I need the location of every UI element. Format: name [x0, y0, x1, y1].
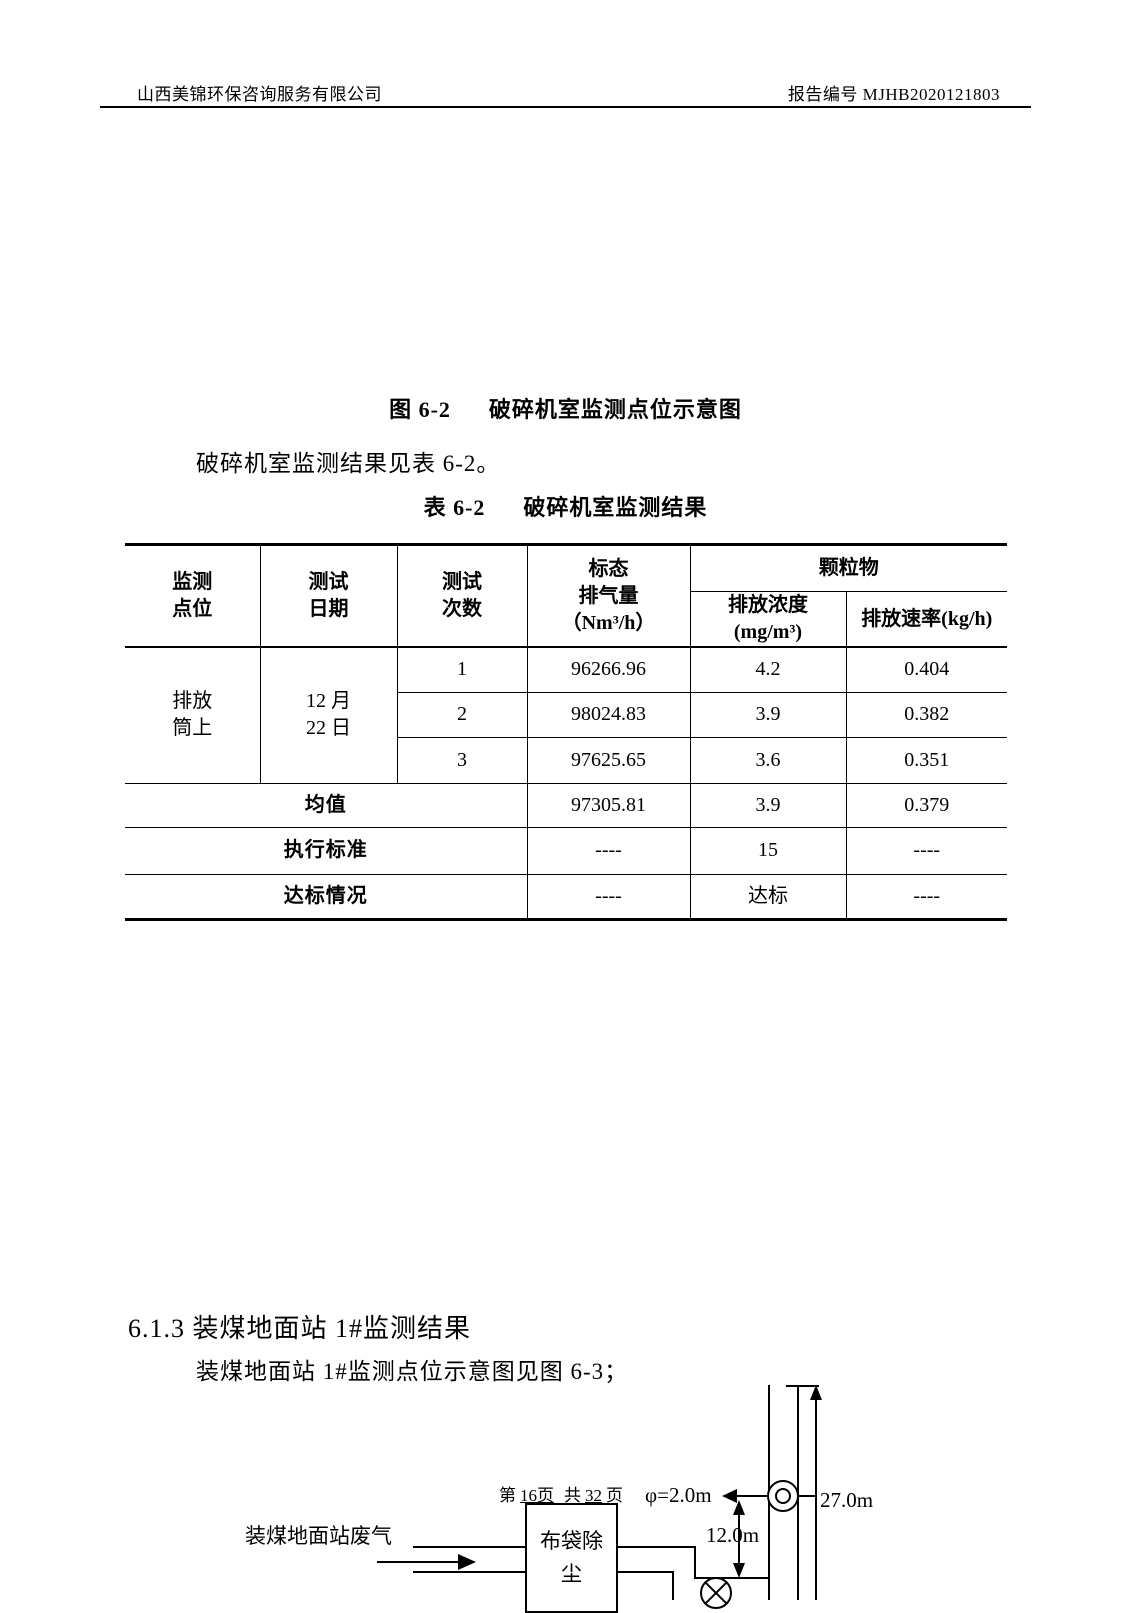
table-caption: 表 6-2 破碎机室监测结果: [0, 490, 1131, 522]
cell-conc: 3.6: [689, 736, 847, 784]
cell-run-no: 1: [396, 646, 528, 693]
monitoring-point-inner-icon: [775, 1488, 791, 1504]
page-footer: 第 16页共 32 页: [499, 1481, 627, 1506]
stack-top-tick: [786, 1385, 819, 1387]
stack-right-wall: [797, 1385, 799, 1600]
left-arrow-icon: [722, 1489, 737, 1503]
body-paragraph-2: 装煤地面站 1#监测点位示意图见图 6-3；: [196, 1359, 629, 1384]
outlet-duct-lower-drop-line: [672, 1571, 674, 1600]
table-header-row-1: 监测 点位 测试 日期 测试 次数 标态 排气量 （Nm³/h） 颗粒物: [125, 544, 1007, 648]
cell-conc: 4.2: [689, 646, 847, 693]
footer-prefix: 第: [499, 1486, 516, 1505]
mid-height-dimension-line: [738, 1508, 740, 1570]
company-name: 山西美锦环保咨询服务有限公司: [137, 85, 382, 104]
inlet-arrow-line: [377, 1561, 460, 1563]
mid-height-label: 12.0m: [706, 1523, 760, 1547]
cell-site: 排放 筒上: [125, 646, 261, 784]
section-heading: 6.1.3 装煤地面站 1#监测结果: [128, 1314, 472, 1343]
cell-mean-rate: 0.379: [845, 782, 1007, 828]
header-cell-rate: 排放速率(kg/h): [845, 591, 1007, 648]
monitoring-point-icon: [767, 1480, 799, 1512]
cell-mean-conc: 3.9: [689, 782, 847, 828]
table-row-compliance: 达标情况 ---- 达标 ----: [125, 873, 1007, 920]
table-row-run3: 3 97625.65 3.6 0.351: [125, 736, 1007, 784]
cell-mean-flow: 97305.81: [526, 782, 691, 828]
total-height-label: 27.0m: [820, 1488, 874, 1512]
cell-date: 12 月 22 日: [259, 646, 398, 784]
stack-diameter-label: φ=2.0m: [645, 1483, 712, 1507]
figure-caption-label: 图 6-2: [389, 397, 451, 422]
cell-rate: 0.404: [845, 646, 1007, 693]
header-cell-date: 测试 日期: [259, 544, 398, 648]
header-cell-particulate-group: 颗粒物: [689, 544, 1007, 592]
cell-compliance-rate: ----: [845, 873, 1007, 920]
figure-caption-title: 破碎机室监测点位示意图: [488, 397, 742, 422]
cell-rate: 0.351: [845, 736, 1007, 784]
cell-standard-flow: ----: [526, 826, 691, 875]
cell-standard-rate: ----: [845, 826, 1007, 875]
stack-left-wall: [768, 1385, 770, 1600]
header-cell-site: 监测 点位: [125, 544, 261, 648]
down-arrow-icon: [733, 1563, 745, 1578]
outlet-duct-drop-line: [694, 1546, 696, 1579]
inlet-label: 装煤地面站废气: [245, 1524, 392, 1548]
table-row-standard: 执行标准 ---- 15 ----: [125, 826, 1007, 875]
table-header-row-2: 排放浓度 (mg/m³) 排放速率(kg/h): [125, 591, 1007, 648]
cell-flow: 96266.96: [526, 646, 691, 693]
header-rule: [100, 106, 1031, 108]
fan-icon: [700, 1577, 732, 1609]
outlet-duct-lower-line: [618, 1571, 674, 1573]
cell-run-no: 2: [396, 691, 528, 738]
figure-caption: 图 6-2 破碎机室监测点位示意图: [0, 392, 1131, 424]
cell-flow: 98024.83: [526, 691, 691, 738]
cell-run-no: 3: [396, 736, 528, 784]
inlet-duct-top-line: [413, 1546, 525, 1548]
dust-collector-box: 布袋除 尘: [525, 1503, 618, 1613]
probe-line: [733, 1495, 817, 1497]
footer-page-number: 16页: [520, 1486, 554, 1505]
footer-suffix: 页: [606, 1486, 623, 1505]
cell-compliance-conc: 达标: [689, 873, 847, 920]
header-cell-concentration: 排放浓度 (mg/m³): [689, 591, 847, 648]
up-arrow-icon: [810, 1385, 822, 1400]
inlet-duct-bottom-line: [413, 1571, 525, 1573]
monitoring-table: 监测 点位 测试 日期 测试 次数 标态 排气量 （Nm³/h） 颗粒物 排放浓…: [125, 543, 1007, 921]
cell-rate: 0.382: [845, 691, 1007, 738]
table-row-run1: 排放 筒上 12 月 22 日 1 96266.96 4.2 0.404: [125, 646, 1007, 784]
body-paragraph-1: 破碎机室监测结果见表 6-2。: [196, 451, 501, 476]
report-number: 报告编号 MJHB2020121803: [787, 85, 1000, 104]
cell-standard-conc: 15: [689, 826, 847, 875]
table-row-mean: 均值 97305.81 3.9 0.379: [125, 782, 1007, 828]
header-cell-flow: 标态 排气量 （Nm³/h）: [526, 544, 691, 648]
footer-middle: 共: [564, 1486, 581, 1505]
table-caption-label: 表 6-2: [423, 495, 486, 520]
outlet-duct-base-line: [694, 1577, 770, 1579]
cell-compliance-label: 达标情况: [125, 873, 528, 920]
cell-standard-label: 执行标准: [125, 826, 528, 875]
table-row-run2: 2 98024.83 3.9 0.382: [125, 691, 1007, 738]
cell-compliance-flow: ----: [526, 873, 691, 920]
footer-total-pages: 32: [585, 1486, 602, 1505]
up-arrow-icon: [733, 1500, 745, 1515]
outlet-duct-top-line: [618, 1546, 696, 1548]
total-height-dimension-line: [815, 1393, 817, 1600]
table-caption-title: 破碎机室监测结果: [523, 495, 708, 520]
cell-conc: 3.9: [689, 691, 847, 738]
header-cell-run: 测试 次数: [396, 544, 528, 648]
right-arrow-icon: [458, 1554, 476, 1570]
cell-flow: 97625.65: [526, 736, 691, 784]
cell-mean-label: 均值: [125, 782, 528, 828]
